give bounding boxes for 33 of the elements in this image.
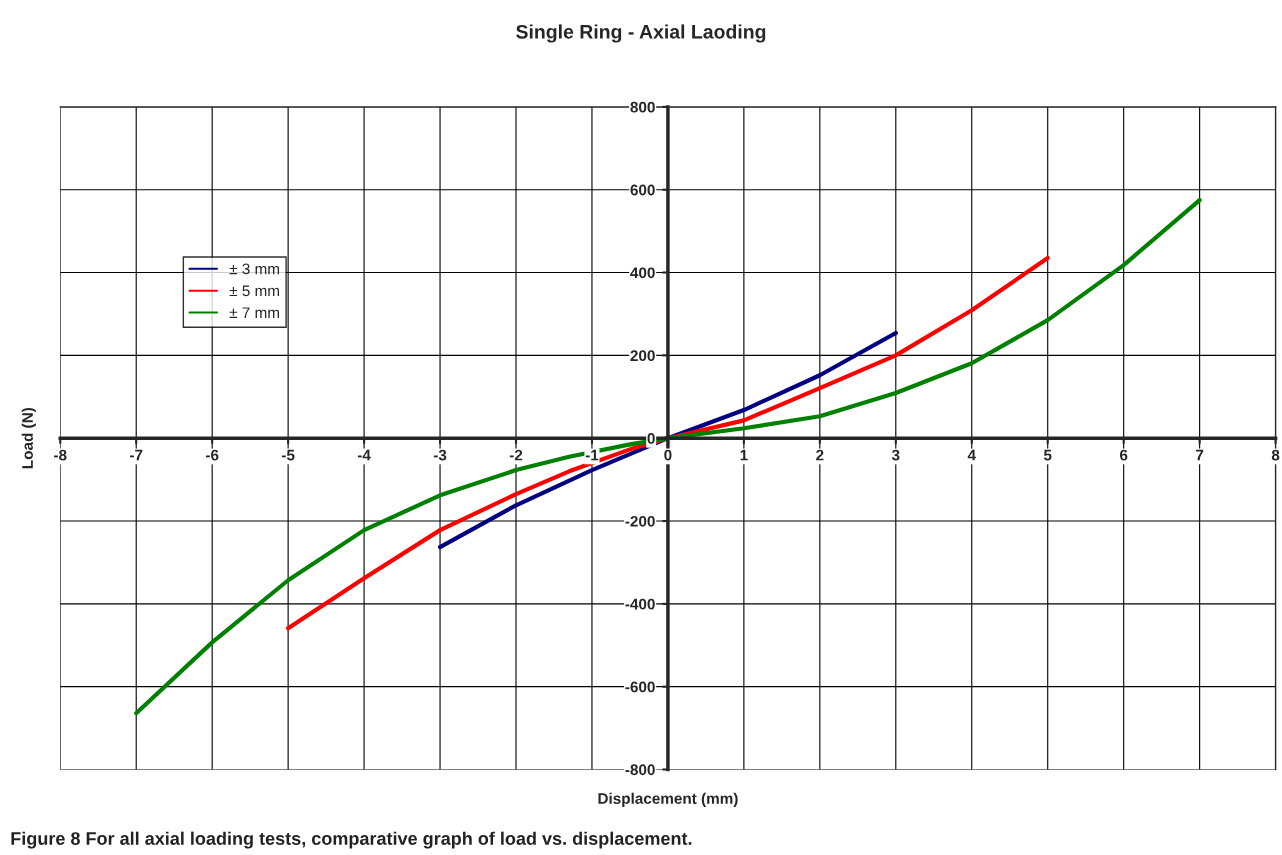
legend-label: ± 3 mm <box>229 263 279 275</box>
y-tick-label: 600 <box>630 184 655 196</box>
x-tick-label: 8 <box>1271 449 1280 461</box>
x-tick-label: -2 <box>509 449 523 461</box>
x-tick-label: 5 <box>1043 449 1052 461</box>
legend-label: ± 7 mm <box>229 307 279 318</box>
x-tick-label: -1 <box>585 449 599 461</box>
x-tick-label: -5 <box>281 449 295 461</box>
y-tick-label: -400 <box>625 598 655 610</box>
y-tick-label: 0 <box>647 433 655 444</box>
x-tick-label: 6 <box>1119 449 1128 461</box>
y-tick-label: -200 <box>625 515 655 527</box>
legend-label: ± 5 mm <box>229 285 279 297</box>
x-tick-label: -7 <box>130 449 143 461</box>
y-tick-label: -800 <box>625 764 655 776</box>
x-tick-label: 7 <box>1196 449 1204 461</box>
caption: Figure 8 For all axial loading tests, comparative graph of load vs. displacement. <box>11 831 692 849</box>
chart-title: Single Ring - Axial Laoding <box>516 24 766 43</box>
y-tick-label: 400 <box>630 267 655 279</box>
x-tick-label: 0 <box>664 449 672 461</box>
x-tick-label: -6 <box>205 449 219 461</box>
x-tick-label: -4 <box>357 449 371 461</box>
x-tick-label: 2 <box>816 449 824 461</box>
x-tick-label: 3 <box>891 449 900 461</box>
x-tick-label: -8 <box>54 449 67 461</box>
y-tick-label: -600 <box>625 681 655 693</box>
x-tick-label: 1 <box>740 449 748 461</box>
x-axis-title: Displacement (mm) <box>598 792 738 807</box>
y-tick-label: 200 <box>630 350 655 362</box>
x-tick-label: 4 <box>967 449 976 461</box>
y-axis-title: Load (N) <box>21 407 36 469</box>
x-tick-label: -3 <box>433 449 447 461</box>
y-tick-label: 800 <box>630 101 655 113</box>
